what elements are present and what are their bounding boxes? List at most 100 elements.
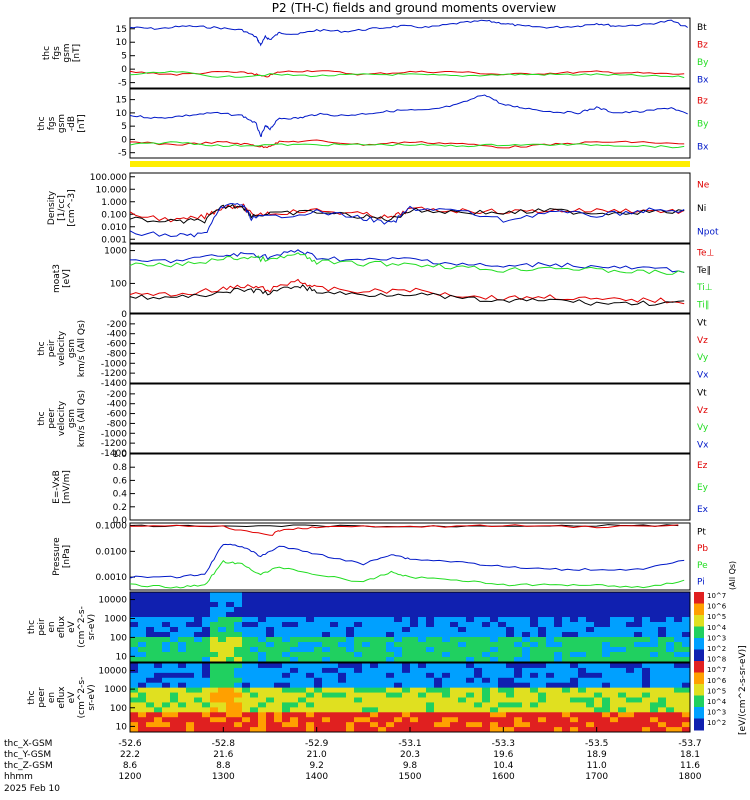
spectrogram-cell	[618, 617, 626, 623]
spectrogram-cell	[154, 652, 162, 658]
spectrogram-cell	[506, 657, 514, 663]
spectrogram-cell	[194, 632, 202, 638]
spectrogram-cell	[482, 642, 490, 648]
y-tick-label: -600	[107, 410, 128, 420]
spectrogram-cell	[210, 657, 218, 663]
spectrogram-cell	[330, 722, 338, 728]
spectrogram-cell	[626, 592, 634, 598]
spectrogram-cell	[338, 663, 346, 669]
spectrogram-cell	[178, 712, 186, 718]
spectrogram-cell	[354, 672, 362, 679]
spectrogram-cell	[242, 692, 250, 698]
spectrogram-cell	[314, 592, 322, 598]
spectrogram-cell	[306, 597, 314, 603]
spectrogram-cell	[546, 627, 554, 633]
x-axis-row-value: 10.4	[493, 761, 513, 771]
spectrogram-cell	[466, 627, 474, 633]
x-axis-row-value: 1300	[212, 772, 235, 782]
spectrogram-cell	[250, 672, 258, 679]
spectrogram-cell	[418, 617, 426, 623]
spectrogram-cell	[490, 627, 498, 633]
spectrogram-cell	[210, 692, 218, 698]
spectrogram-cell	[210, 607, 218, 613]
x-axis-row-label: hhmm	[4, 772, 33, 782]
spectrogram-cell	[338, 687, 346, 694]
spectrogram-cell	[162, 642, 170, 648]
spectrogram-cell	[562, 687, 570, 694]
spectrogram-cell	[538, 727, 546, 733]
spectrogram-cell	[138, 627, 146, 633]
spectrogram-cell	[154, 727, 162, 733]
spectrogram-cell	[666, 632, 674, 638]
spectrogram-cell	[266, 702, 274, 708]
spectrogram-cell	[650, 677, 658, 684]
spectrogram-cell	[370, 597, 378, 603]
spectrogram-cell	[578, 727, 586, 733]
spectrogram-cell	[650, 697, 658, 703]
spectrogram-cell	[258, 592, 266, 598]
y-tick-label: 100	[110, 279, 127, 289]
spectrogram-cell	[586, 652, 594, 658]
spectrogram-cell	[418, 697, 426, 703]
spectrogram-cell	[466, 617, 474, 623]
spectrogram-cell	[378, 632, 386, 638]
spectrogram-cell	[522, 727, 530, 733]
spectrogram-cell	[386, 647, 394, 653]
spectrogram-cell	[570, 722, 578, 728]
spectrogram-cell	[626, 717, 634, 723]
spectrogram-cell	[338, 592, 346, 598]
spectrogram-cell	[594, 702, 602, 708]
spectrogram-cell	[402, 597, 410, 603]
spectrogram-cell	[242, 702, 250, 708]
spectrogram-cell	[178, 602, 186, 608]
spectrogram-cell	[130, 712, 138, 718]
spectrogram-cell	[450, 637, 458, 643]
spectrogram-cell	[530, 612, 538, 618]
spectrogram-cell	[610, 617, 618, 623]
spectrogram-cell	[634, 672, 642, 679]
spectrogram-cell	[162, 692, 170, 698]
spectrogram-cell	[234, 663, 242, 669]
spectrogram-cell	[610, 663, 618, 669]
spectrogram-cell	[650, 707, 658, 713]
spectrogram-cell	[266, 642, 274, 648]
spectrogram-cell	[130, 602, 138, 608]
spectrogram-cell	[434, 647, 442, 653]
spectrogram-cell	[138, 682, 146, 689]
spectrogram-cell	[570, 692, 578, 698]
spectrogram-cell	[562, 657, 570, 663]
spectrogram-cell	[378, 597, 386, 603]
spectrogram-cell	[626, 617, 634, 623]
spectrogram-cell	[642, 717, 650, 723]
spectrogram-cell	[170, 707, 178, 713]
spectrogram-cell	[138, 722, 146, 728]
spectrogram-cell	[682, 607, 690, 613]
spectrogram-cell	[314, 627, 322, 633]
spectrogram-cell	[426, 612, 434, 618]
spectrogram-cell	[650, 722, 658, 728]
spectrogram-cell	[250, 663, 258, 669]
spectrogram-cell	[378, 602, 386, 608]
spectrogram-cell	[266, 677, 274, 684]
spectrogram-cell	[282, 657, 290, 663]
spectrogram-cell	[450, 667, 458, 674]
spectrogram-cell	[482, 657, 490, 663]
spectrogram-cell	[226, 657, 234, 663]
spectrogram-cell	[674, 632, 682, 638]
spectrogram-cell	[170, 682, 178, 689]
spectrogram-cell	[410, 727, 418, 733]
spectrogram-cell	[538, 687, 546, 694]
spectrogram-cell	[642, 637, 650, 643]
spectrogram-cell	[210, 717, 218, 723]
spectrogram-cell	[386, 697, 394, 703]
spectrogram-cell	[282, 663, 290, 669]
spectrogram-cell	[602, 672, 610, 679]
spectrogram-cell	[226, 697, 234, 703]
spectrogram-cell	[282, 717, 290, 723]
spectrogram-cell	[578, 712, 586, 718]
spectrogram-cell	[186, 727, 194, 733]
spectrogram-cell	[306, 657, 314, 663]
spectrogram-cell	[498, 592, 506, 598]
spectrogram-cell	[170, 652, 178, 658]
